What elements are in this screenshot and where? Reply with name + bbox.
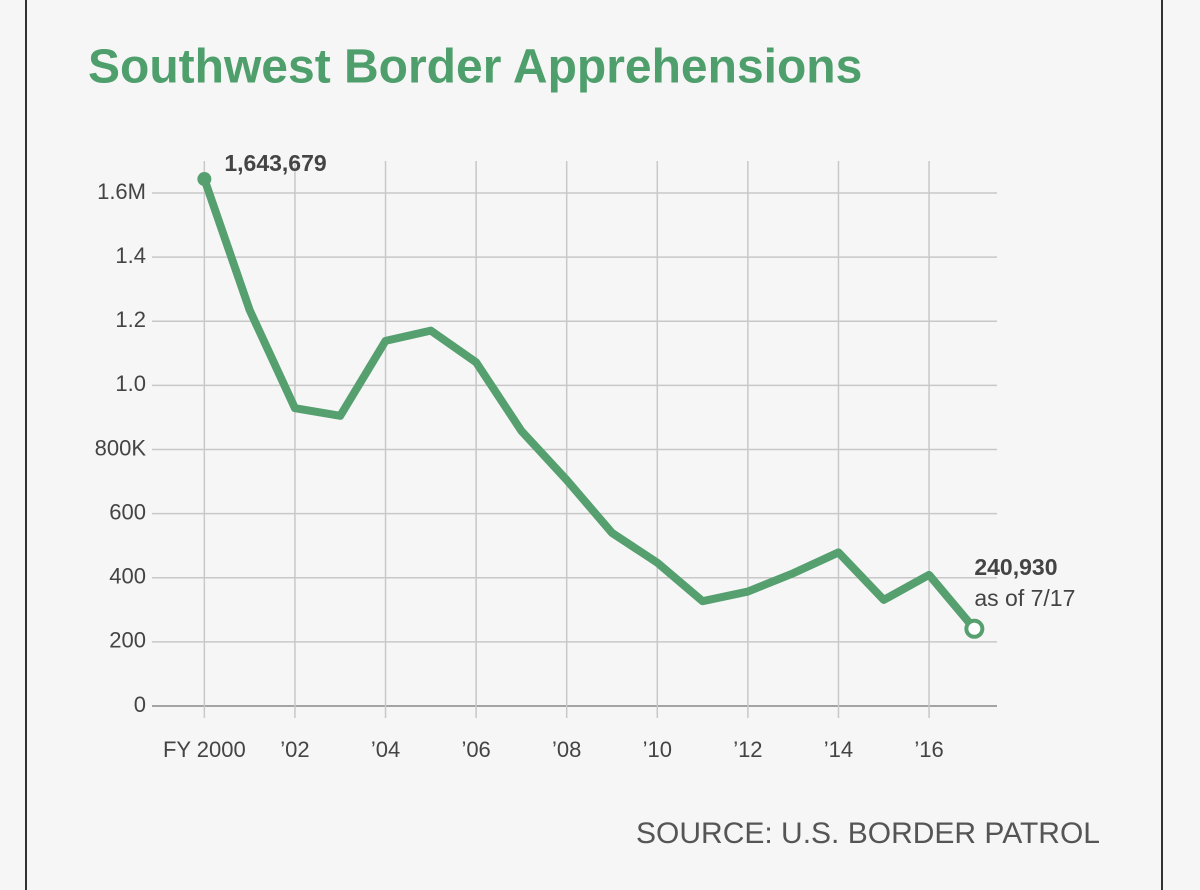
point: [197, 172, 212, 187]
x-tick-label: ’12: [733, 737, 762, 762]
y-tick-label: 0: [134, 692, 146, 717]
y-tick-label: 1.4: [115, 243, 146, 268]
y-tick-label: 1.2: [115, 307, 146, 332]
annotation: as of 7/17: [974, 585, 1075, 611]
y-tick-label: 200: [109, 628, 146, 653]
x-tick-label: ’06: [461, 737, 490, 762]
y-tick-label: 800K: [95, 435, 147, 460]
source: SOURCE: U.S. BORDER PATROL: [636, 817, 1100, 850]
value-label: 1,643,679: [224, 150, 326, 176]
y-tick-label: 1.6M: [97, 179, 146, 204]
x-tick-label: ’14: [824, 737, 853, 762]
x-tick-label: ’04: [371, 737, 400, 762]
x-tick-label: FY 2000: [163, 737, 246, 762]
value-label: 240,930: [974, 554, 1057, 580]
y-tick-label: 1.0: [115, 371, 146, 396]
x-tick-label: ’08: [552, 737, 581, 762]
y-tick-label: 400: [109, 564, 146, 589]
chart-title: Southwest Border Apprehensions: [88, 41, 862, 94]
x-tick-label: ’02: [280, 737, 309, 762]
line: [200, 177, 978, 632]
y-tick-label: 600: [109, 499, 146, 524]
x-tick-label: ’16: [914, 737, 943, 762]
x-tick-label: ’10: [643, 737, 672, 762]
point: [964, 618, 985, 639]
